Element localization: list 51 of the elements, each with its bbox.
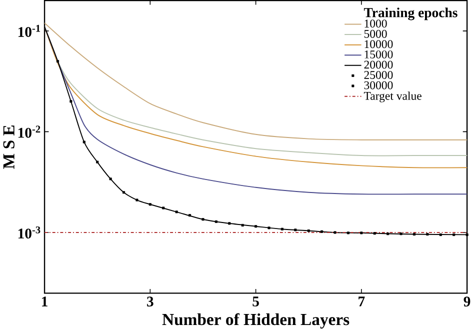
- point: [268, 226, 270, 230]
- point: [70, 100, 72, 103]
- legend-label: 5000: [364, 30, 387, 38]
- x-tick-label: 3: [147, 296, 154, 307]
- point: [214, 220, 218, 224]
- point: [400, 232, 402, 236]
- x-tick-label: 7: [358, 296, 365, 306]
- point: [346, 232, 350, 234]
- y-tick-label: 10$^{-1}$: [18, 24, 40, 38]
- point: [254, 225, 258, 228]
- point: [241, 224, 244, 227]
- y-tick-label: 10$^{-3}$: [18, 226, 40, 239]
- point: [82, 140, 86, 144]
- y-axis-title: M S E: [3, 126, 14, 169]
- x-axis-title: Number of Hidden Layers: [162, 313, 350, 329]
- point: [136, 198, 138, 202]
- point: [307, 230, 310, 232]
- point: [373, 232, 376, 235]
- y-tick-label: 10$^{-2}$: [18, 126, 40, 138]
- legend-label: 20000: [364, 60, 393, 69]
- point: [412, 233, 416, 236]
- point: [122, 191, 126, 194]
- legend-label: 30000: [364, 81, 393, 90]
- point: [386, 232, 390, 236]
- legend-label: 10000: [364, 40, 393, 48]
- point: [426, 233, 429, 236]
- point: [280, 228, 284, 230]
- point: [148, 203, 152, 206]
- point: [360, 232, 363, 234]
- legend-label: Target value: [364, 92, 422, 102]
- x-tick-label: 1: [42, 296, 48, 306]
- point: [109, 178, 112, 180]
- x-tick-label: 9: [464, 296, 470, 307]
- point: [466, 234, 468, 236]
- legend-label: 1000: [364, 20, 387, 28]
- point: [439, 234, 442, 236]
- point: [294, 228, 297, 232]
- point: [188, 214, 192, 217]
- point: [56, 60, 60, 63]
- point: [162, 206, 165, 210]
- point: [96, 160, 99, 164]
- point: [202, 218, 204, 221]
- x-tick-label: 5: [252, 296, 259, 306]
- legend-label: 25000: [364, 71, 393, 80]
- point: [228, 222, 231, 225]
- point: [452, 234, 456, 236]
- legend-title: Training epochs: [364, 8, 458, 20]
- point: [175, 210, 178, 214]
- point: [320, 230, 324, 233]
- legend-label: 15000: [364, 50, 393, 58]
- point: [334, 231, 336, 234]
